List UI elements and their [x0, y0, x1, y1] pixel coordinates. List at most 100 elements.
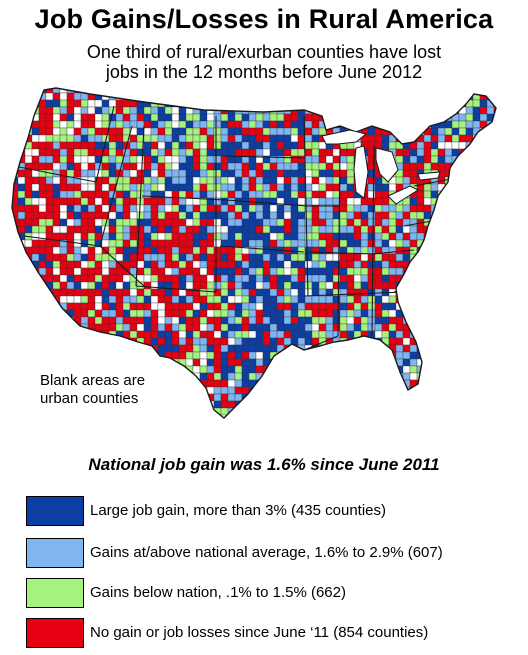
county-tile [304, 323, 313, 332]
county-tile [59, 176, 68, 185]
county-tile [451, 274, 460, 283]
county-tile [234, 148, 243, 157]
county-tile [290, 358, 299, 367]
county-tile [234, 246, 243, 255]
county-tile [437, 323, 446, 332]
county-tile [479, 267, 488, 276]
county-tile [423, 330, 432, 339]
county-tile [206, 225, 215, 234]
county-tile [451, 232, 460, 241]
county-tile [4, 282, 11, 289]
legend-item-above-average: Gains at/above national average, 1.6% to… [26, 538, 526, 572]
county-tile [4, 310, 11, 317]
county-tile [304, 393, 313, 402]
county-tile [451, 393, 460, 402]
county-tile [101, 337, 110, 346]
county-tile [108, 281, 117, 290]
county-tile [136, 260, 145, 269]
county-tile [199, 316, 208, 325]
county-tile [178, 407, 187, 416]
county-tile [465, 218, 474, 227]
county-tile [297, 183, 306, 192]
county-tile [192, 316, 201, 325]
county-tile [220, 141, 229, 150]
county-tile [24, 302, 33, 311]
county-tile [374, 253, 383, 262]
county-tile [129, 88, 138, 94]
county-tile [115, 218, 124, 227]
county-tile [122, 351, 131, 360]
county-tile [501, 135, 508, 142]
county-tile [17, 190, 26, 199]
county-tile [150, 106, 159, 115]
county-tile [234, 288, 243, 297]
county-tile [136, 106, 145, 115]
county-tile [150, 260, 159, 269]
county-tile [136, 225, 145, 234]
county-tile [353, 92, 362, 101]
county-tile [339, 232, 348, 241]
county-tile [122, 302, 131, 311]
county-tile [276, 92, 285, 101]
county-tile [206, 211, 215, 220]
legend-item-large-gain: Large job gain, more than 3% (435 counti… [26, 496, 526, 530]
county-tile [94, 316, 103, 325]
county-tile [157, 414, 166, 418]
county-tile [297, 302, 306, 311]
county-tile [38, 183, 47, 192]
county-tile [501, 121, 508, 128]
county-tile [479, 197, 488, 206]
county-tile [59, 267, 68, 276]
county-tile [129, 183, 138, 192]
county-tile [486, 295, 495, 304]
county-tile [17, 407, 26, 416]
county-tile [94, 267, 103, 276]
county-tile [353, 295, 362, 304]
county-tile [17, 365, 26, 374]
county-tile [465, 295, 474, 304]
county-tile [304, 372, 313, 381]
county-tile [115, 190, 124, 199]
county-tile [12, 127, 19, 136]
county-tile [458, 155, 467, 164]
county-tile [290, 162, 299, 171]
county-tile [437, 148, 446, 157]
county-tile [283, 260, 292, 269]
county-tile [325, 197, 334, 206]
county-tile [220, 113, 229, 122]
county-tile [122, 260, 131, 269]
county-tile [311, 295, 320, 304]
county-tile [276, 225, 285, 234]
county-tile [283, 393, 292, 402]
county-tile [143, 88, 152, 94]
county-tile [80, 309, 89, 318]
county-tile [17, 288, 26, 297]
county-tile [185, 358, 194, 367]
county-tile [143, 120, 152, 129]
county-tile [66, 302, 75, 311]
county-tile [501, 366, 508, 373]
county-tile [157, 218, 166, 227]
county-tile [479, 295, 488, 304]
county-tile [339, 393, 348, 402]
county-tile [122, 239, 131, 248]
county-tile [185, 316, 194, 325]
county-tile [227, 330, 236, 339]
county-tile [255, 295, 264, 304]
county-tile [318, 232, 327, 241]
county-tile [416, 232, 425, 241]
county-tile [472, 232, 481, 241]
county-tile [59, 407, 68, 416]
county-tile [234, 162, 243, 171]
county-tile [38, 155, 47, 164]
county-tile [423, 99, 432, 108]
county-tile [164, 365, 173, 374]
county-tile [115, 106, 124, 115]
county-tile [150, 379, 159, 388]
county-tile [31, 225, 40, 234]
county-tile [199, 323, 208, 332]
county-tile [416, 386, 425, 395]
county-tile [444, 323, 453, 332]
county-tile [472, 218, 481, 227]
county-tile [409, 400, 418, 409]
